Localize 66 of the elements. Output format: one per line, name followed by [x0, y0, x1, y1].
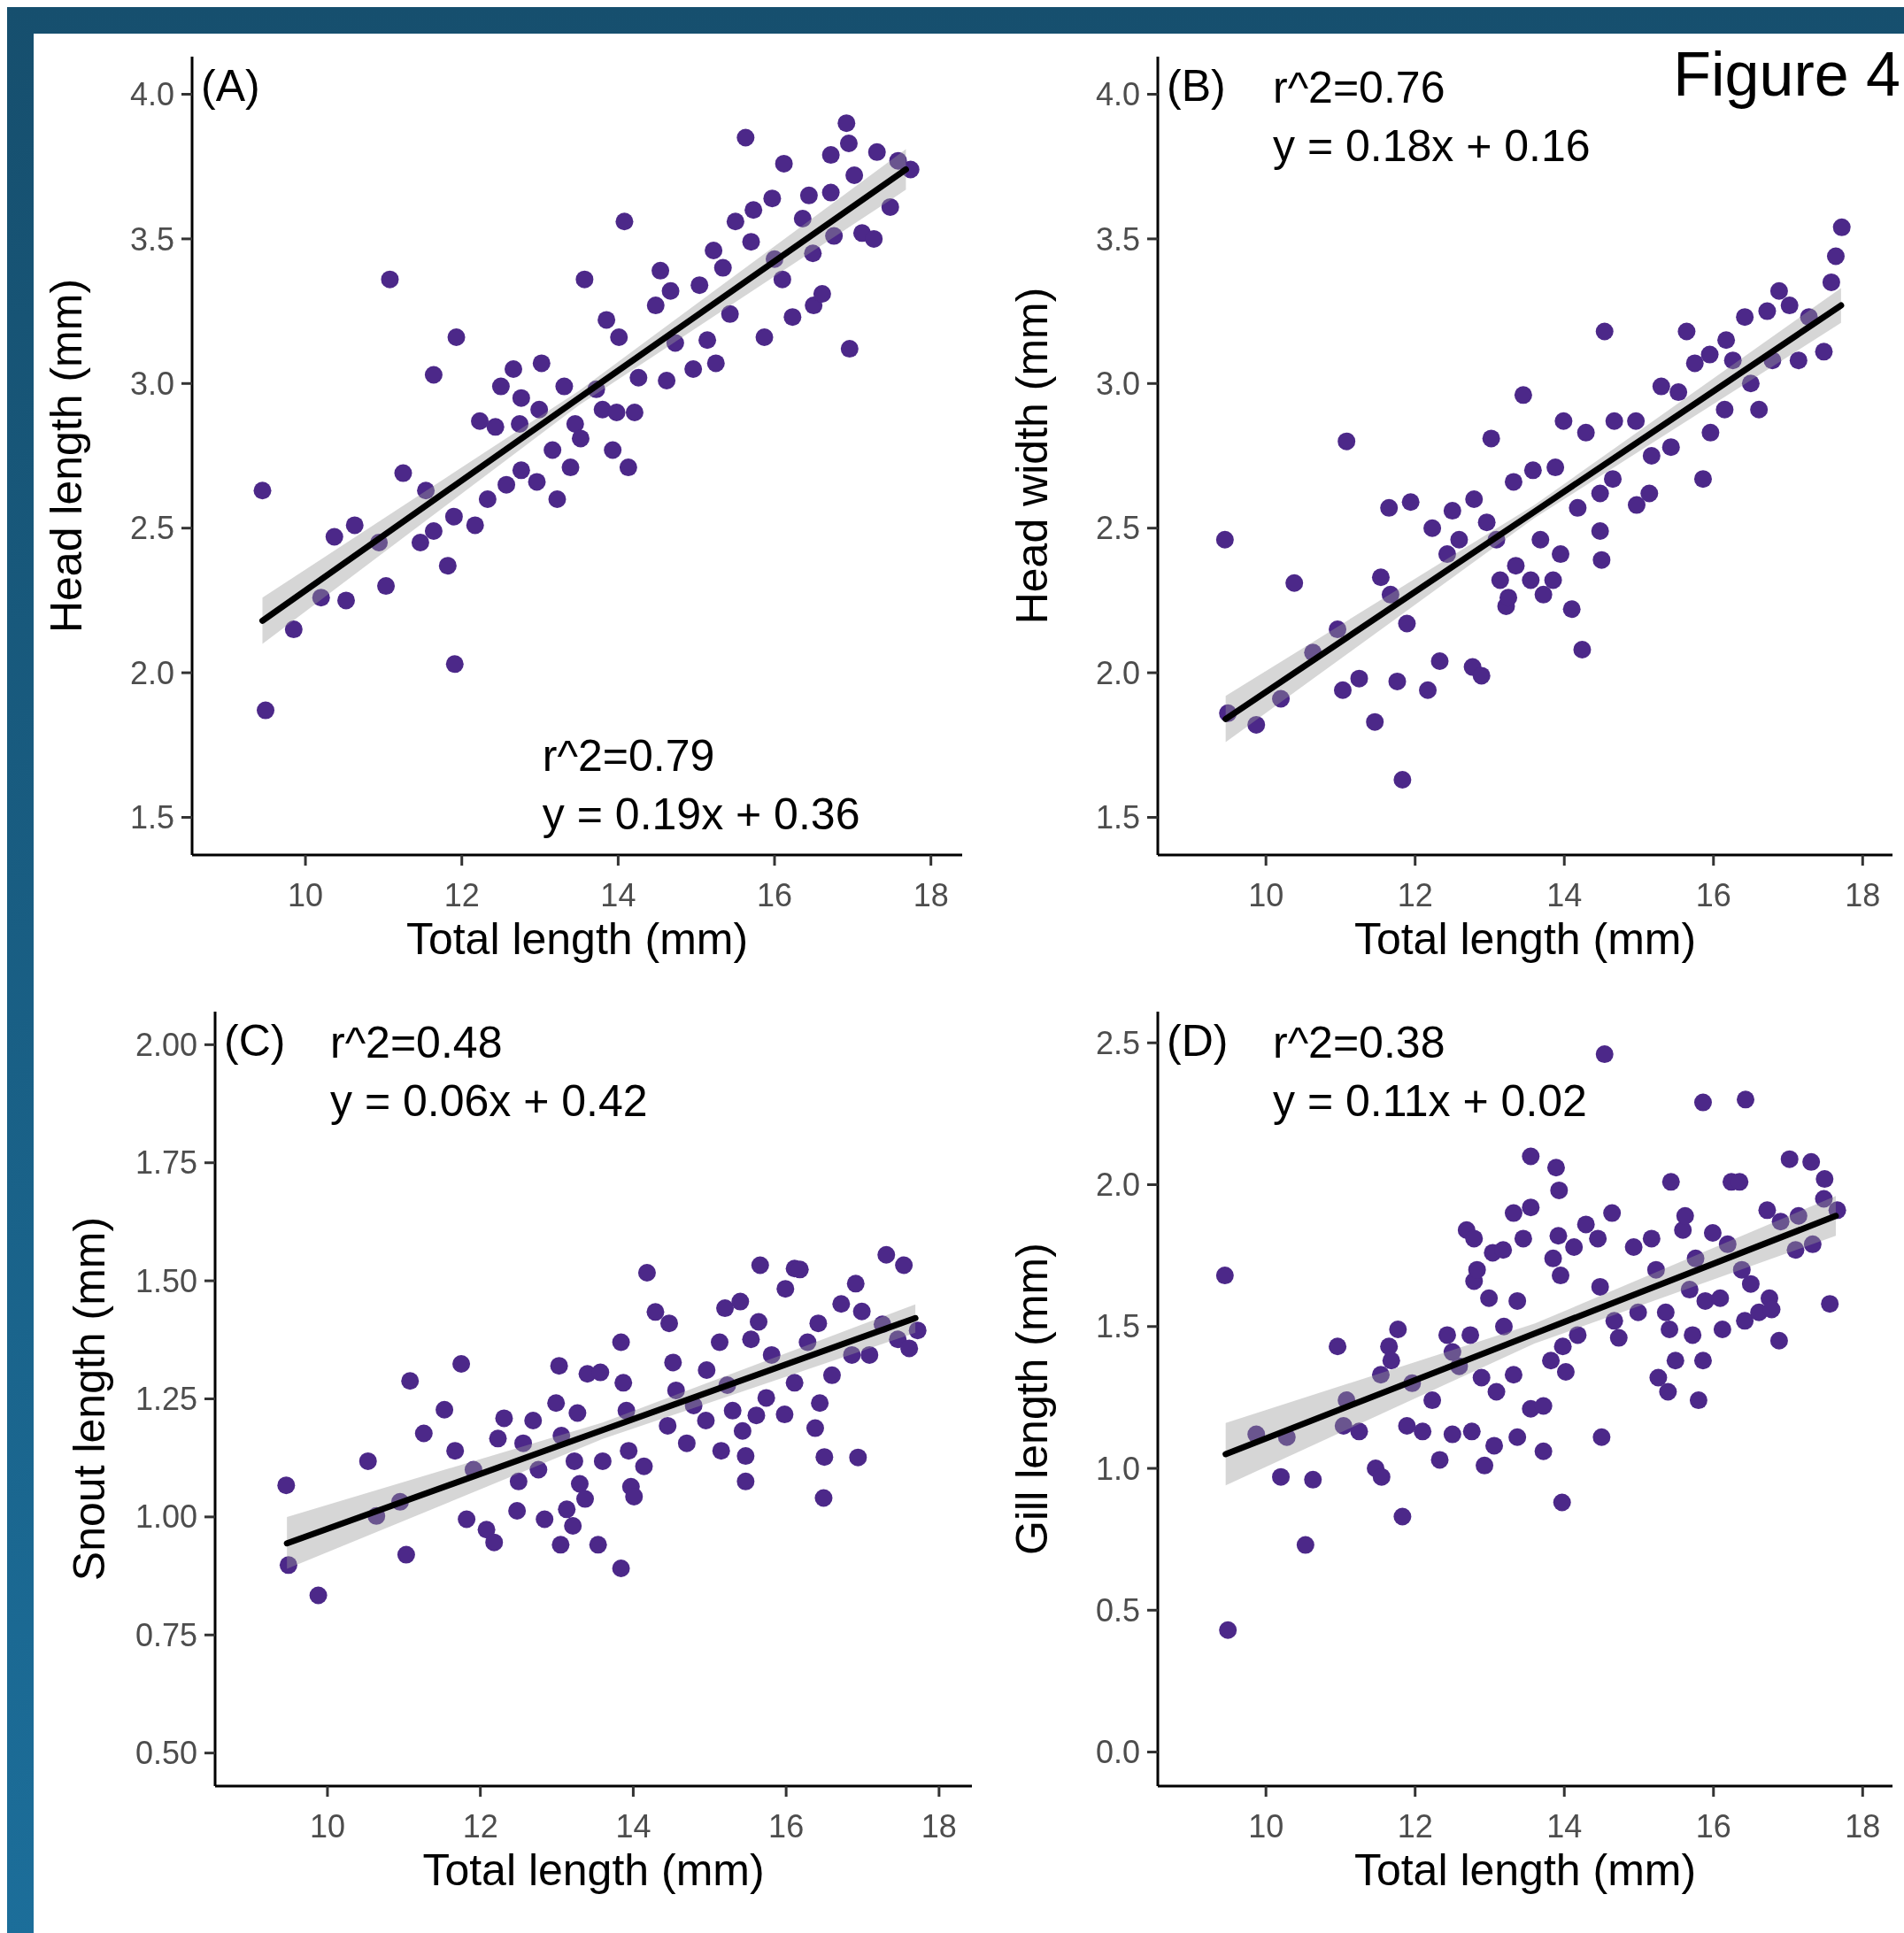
y-tick-label: 2.00: [135, 1026, 197, 1063]
y-tick-label: 3.0: [1095, 365, 1140, 402]
x-axis-title: Total length (mm): [405, 914, 749, 964]
x-tick-label: 14: [600, 877, 636, 913]
y-tick-label: 1.0: [1095, 1450, 1140, 1487]
y-axis-title: Head width (mm): [1007, 287, 1057, 625]
x-tick-label: 10: [288, 877, 324, 913]
y-tick-label: 0.0: [1095, 1734, 1140, 1771]
x-tick-label: 16: [1695, 1808, 1731, 1844]
annotation: r^2=0.48: [330, 1018, 503, 1067]
y-tick-label: 1.5: [129, 799, 174, 836]
y-axis-title: Gill length (mm): [1007, 1243, 1057, 1555]
annotation: (B): [1167, 61, 1226, 111]
x-tick-label: 12: [462, 1808, 498, 1844]
x-tick-label: 10: [309, 1808, 345, 1844]
y-tick-label: 3.5: [1095, 220, 1140, 258]
x-tick-label: 12: [443, 877, 480, 913]
x-tick-label: 14: [1546, 1808, 1583, 1844]
x-tick-label: 10: [1248, 1808, 1284, 1844]
x-tick-label: 14: [615, 1808, 651, 1844]
y-tick-label: 2.0: [129, 654, 174, 691]
y-tick-label: 0.75: [135, 1616, 197, 1653]
x-tick-label: 12: [1397, 1808, 1433, 1844]
y-tick-label: 1.5: [1095, 1308, 1140, 1345]
annotation: (A): [201, 61, 260, 111]
y-tick-label: 2.0: [1095, 1167, 1140, 1204]
y-tick-label: 4.0: [129, 76, 174, 113]
x-tick-label: 18: [1845, 877, 1881, 913]
y-tick-label: 2.5: [1095, 1024, 1140, 1061]
annotation: r^2=0.38: [1273, 1018, 1445, 1067]
y-tick-label: 2.5: [129, 510, 174, 547]
x-tick-label: 16: [757, 877, 793, 913]
y-tick-label: 3.5: [129, 220, 174, 258]
y-tick-label: 4.0: [1095, 76, 1140, 113]
y-tick-label: 1.00: [135, 1498, 197, 1536]
x-tick-label: 16: [1695, 877, 1731, 913]
y-axis-title: Snout length (mm): [65, 1216, 114, 1582]
y-tick-label: 1.50: [135, 1262, 197, 1299]
annotation: y = 0.19x + 0.36: [542, 789, 860, 839]
x-axis-title: Total length (mm): [422, 1845, 765, 1895]
x-tick-label: 18: [1845, 1808, 1881, 1844]
y-tick-label: 0.5: [1095, 1591, 1140, 1629]
x-tick-label: 18: [921, 1808, 957, 1844]
x-tick-label: 16: [768, 1808, 805, 1844]
y-tick-label: 0.50: [135, 1735, 197, 1772]
annotation: (D): [1167, 1016, 1229, 1066]
x-tick-label: 14: [1546, 877, 1583, 913]
annotation: Figure 4: [1673, 40, 1900, 109]
annotation: r^2=0.76: [1273, 63, 1445, 112]
y-tick-label: 2.0: [1095, 654, 1140, 691]
y-tick-label: 1.75: [135, 1144, 197, 1182]
y-tick-label: 2.5: [1095, 510, 1140, 547]
x-axis-title: Total length (mm): [1353, 914, 1697, 964]
annotation: y = 0.06x + 0.42: [330, 1076, 648, 1126]
annotation: y = 0.18x + 0.16: [1273, 121, 1591, 171]
annotation: (C): [224, 1016, 286, 1066]
x-tick-label: 12: [1397, 877, 1433, 913]
y-axis-title: Head length (mm): [42, 278, 91, 634]
y-tick-label: 1.25: [135, 1381, 197, 1418]
x-tick-label: 10: [1248, 877, 1284, 913]
y-tick-label: 3.0: [129, 365, 174, 402]
annotation: r^2=0.79: [542, 731, 715, 781]
y-tick-label: 1.5: [1095, 799, 1140, 836]
x-axis-title: Total length (mm): [1353, 1845, 1697, 1895]
x-tick-label: 18: [913, 877, 949, 913]
annotation: y = 0.11x + 0.02: [1273, 1076, 1587, 1126]
